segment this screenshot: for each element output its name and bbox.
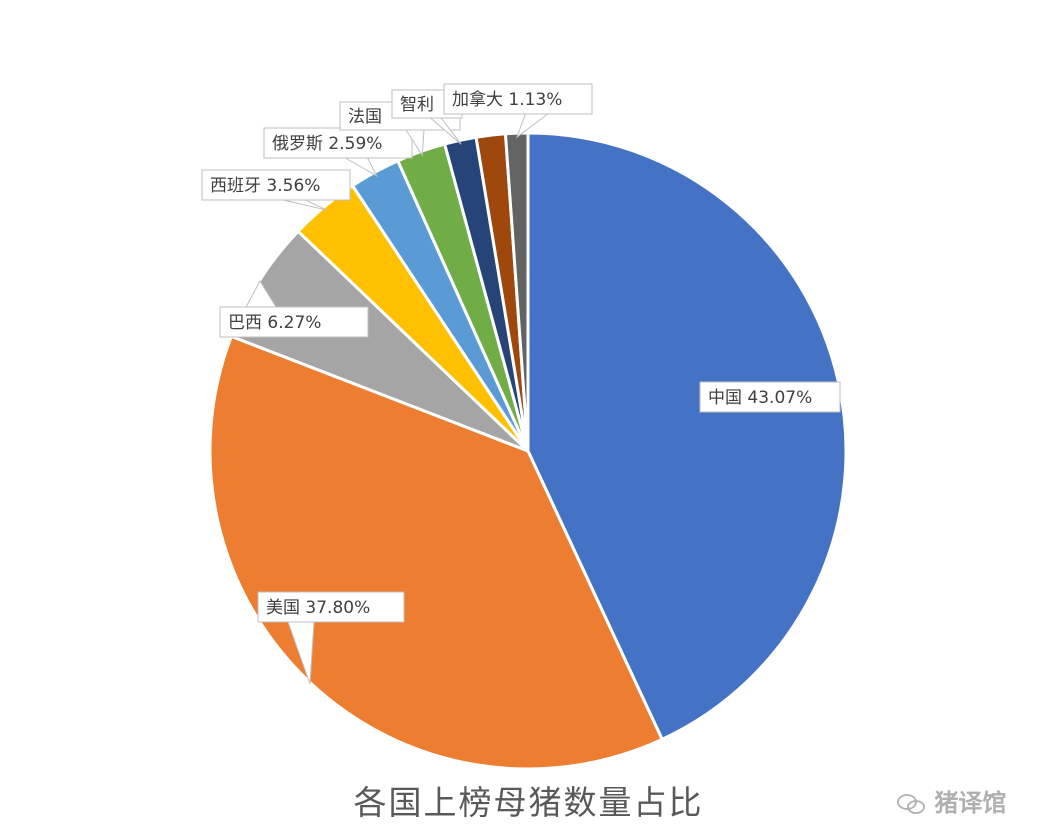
data-label-5: 俄罗斯 2.59% <box>263 127 413 178</box>
data-label-4: 西班牙 3.56% <box>201 169 351 211</box>
data-label-2: 美国 37.80% <box>257 591 405 685</box>
data-label-text-5: 俄罗斯 2.59% <box>272 134 382 154</box>
data-label-9: 加拿大 1.13% <box>443 83 593 139</box>
data-label-text-3: 巴西 6.27% <box>228 313 321 333</box>
data-label-text-4: 西班牙 3.56% <box>210 176 320 196</box>
data-label-text-7: 智利 <box>400 95 434 115</box>
watermark-text: 猪译馆 <box>934 789 1007 817</box>
data-label-text-1: 中国 43.07% <box>708 388 812 408</box>
data-label-1: 中国 43.07% <box>699 381 841 413</box>
wechat-icon <box>897 794 925 814</box>
watermark: 猪译馆 <box>896 783 1006 818</box>
pie-slice-2 <box>208 334 665 771</box>
data-label-3: 巴西 6.27% <box>219 279 369 338</box>
data-label-text-2: 美国 37.80% <box>266 598 370 618</box>
data-label-text-9: 加拿大 1.13% <box>452 89 562 110</box>
chart-title: 各国上榜母猪数量占比 <box>353 783 704 822</box>
pie-slice-9 <box>503 131 530 452</box>
data-label-text-6: 法国 <box>348 107 382 127</box>
